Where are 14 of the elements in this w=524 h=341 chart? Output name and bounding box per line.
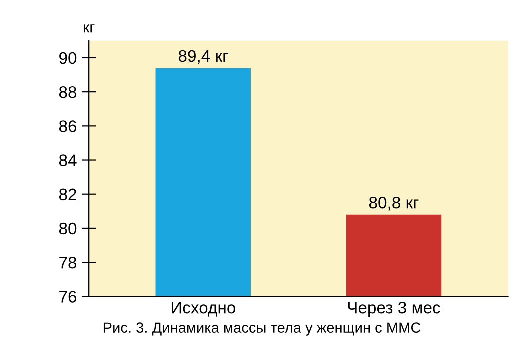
y-tick-label: 88	[59, 86, 77, 98]
x-tick-label: Исходно	[172, 302, 236, 317]
y-tick-label: 82	[59, 188, 76, 201]
y-tick-label: 86	[59, 120, 77, 132]
y-axis-title: кг	[84, 24, 95, 33]
y-tick-label: 84	[59, 154, 77, 166]
text: Рис. 3. Динамика массы тела у женщин с ММС	[104, 322, 421, 336]
data-label: 80,8 кг	[369, 196, 419, 211]
x-tick-label: Через 3 мес	[348, 302, 440, 318]
data-label: 89,4 кг	[178, 50, 228, 64]
y-tick-label: 76	[60, 291, 77, 303]
y-tick-label: 78	[60, 256, 77, 269]
y-tick-label: 90	[60, 52, 77, 64]
y-tick-label: 80	[59, 222, 77, 235]
